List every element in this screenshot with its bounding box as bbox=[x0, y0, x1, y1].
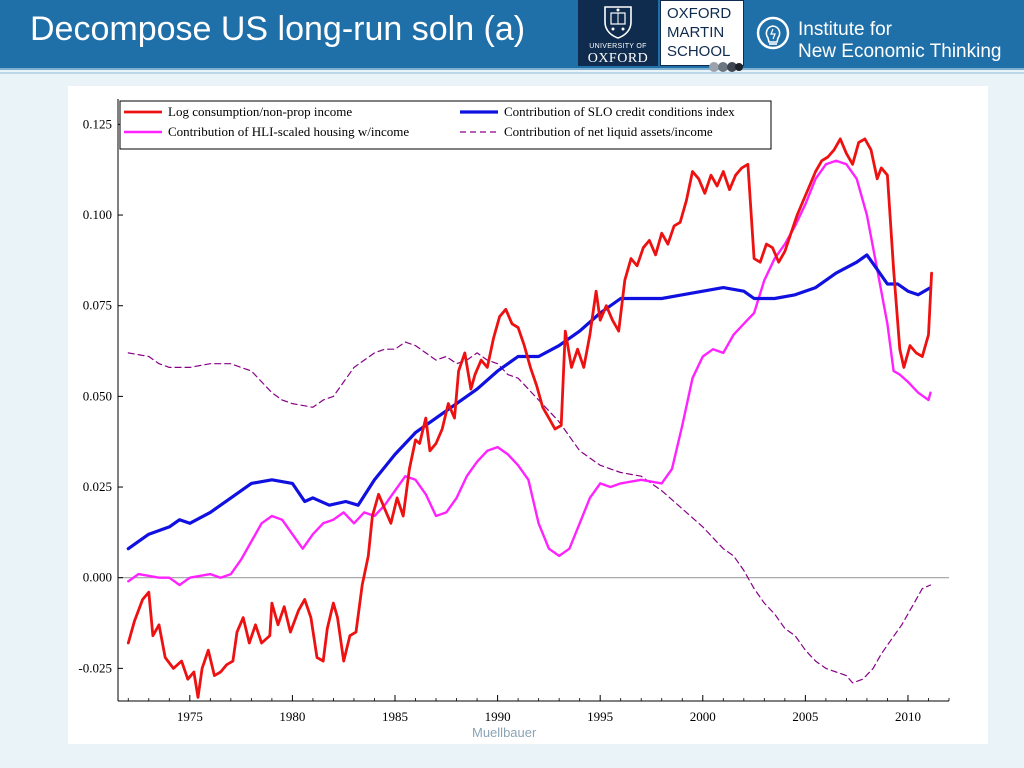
y-tick-label: 0.075 bbox=[83, 298, 112, 313]
series-line-1 bbox=[126, 137, 933, 699]
inet-logo-line-1: Institute for bbox=[798, 19, 892, 40]
header-divider bbox=[0, 68, 1024, 70]
series-line-2 bbox=[126, 253, 933, 551]
series-line-3 bbox=[127, 159, 932, 587]
chart-series bbox=[126, 137, 933, 699]
martin-logo-line-2: MARTIN bbox=[667, 24, 725, 41]
lightbulb-icon bbox=[756, 16, 790, 50]
slide-title: Decompose US long-run soln (a) bbox=[30, 10, 526, 48]
chart-axes bbox=[117, 99, 949, 702]
legend-label-2: Contribution of SLO credit conditions in… bbox=[504, 104, 735, 119]
y-tick-label: 0.025 bbox=[83, 479, 112, 494]
chart-panel: -0.025 0.000 0.025 0.050 0.075 0.100 0.125 1975… bbox=[68, 86, 988, 744]
x-tick-label: 1990 bbox=[485, 709, 511, 724]
martin-logo-line-3: SCHOOL bbox=[667, 43, 731, 60]
oxford-martin-school-logo: OXFORD MARTIN SCHOOL bbox=[660, 0, 744, 66]
header-bar bbox=[0, 0, 1024, 68]
inet-logo-line-2: New Economic Thinking bbox=[798, 41, 1002, 62]
oxford-crest-icon bbox=[604, 6, 632, 39]
x-tick-label: 2005 bbox=[792, 709, 818, 724]
y-tick-label: 0.000 bbox=[83, 570, 112, 585]
x-tick-label: 2010 bbox=[895, 709, 921, 724]
chart-ticks: -0.025 0.000 0.025 0.050 0.075 0.100 0.125 1975… bbox=[78, 116, 950, 724]
oxford-logo-wordmark: OXFORD bbox=[587, 51, 649, 66]
legend-box bbox=[119, 100, 772, 150]
x-tick-label: 2000 bbox=[690, 709, 716, 724]
inet-logo: Institute for New Economic Thinking bbox=[746, 0, 1024, 66]
y-tick-label: 0.050 bbox=[83, 388, 112, 403]
legend-label-1: Log consumption/non-prop income bbox=[168, 104, 352, 119]
x-tick-label: 1975 bbox=[177, 709, 203, 724]
y-tick-label: 0.100 bbox=[83, 207, 112, 222]
footer-author: Muellbauer bbox=[472, 725, 537, 740]
y-tick-label: 0.125 bbox=[83, 116, 112, 131]
x-tick-label: 1985 bbox=[382, 709, 408, 724]
martin-logo-line-1: OXFORD bbox=[667, 5, 732, 22]
legend-label-3: Contribution of HLI-scaled housing w/inc… bbox=[168, 124, 409, 139]
y-tick-label: -0.025 bbox=[78, 660, 112, 675]
header-divider-secondary bbox=[0, 72, 1024, 74]
martin-dots-icon bbox=[709, 62, 743, 72]
x-tick-label: 1980 bbox=[279, 709, 305, 724]
x-tick-label: 1995 bbox=[587, 709, 613, 724]
chart-legend: Log consumption/non-prop income Contribut… bbox=[119, 100, 772, 150]
line-chart: -0.025 0.000 0.025 0.050 0.075 0.100 0.125 1975… bbox=[78, 99, 950, 724]
oxford-university-logo: UNIVERSITY OF OXFORD bbox=[578, 0, 658, 66]
series-line-4 bbox=[127, 341, 932, 684]
oxford-logo-subtitle: UNIVERSITY OF bbox=[589, 43, 647, 50]
legend-label-4: Contribution of net liquid assets/income bbox=[504, 124, 713, 139]
